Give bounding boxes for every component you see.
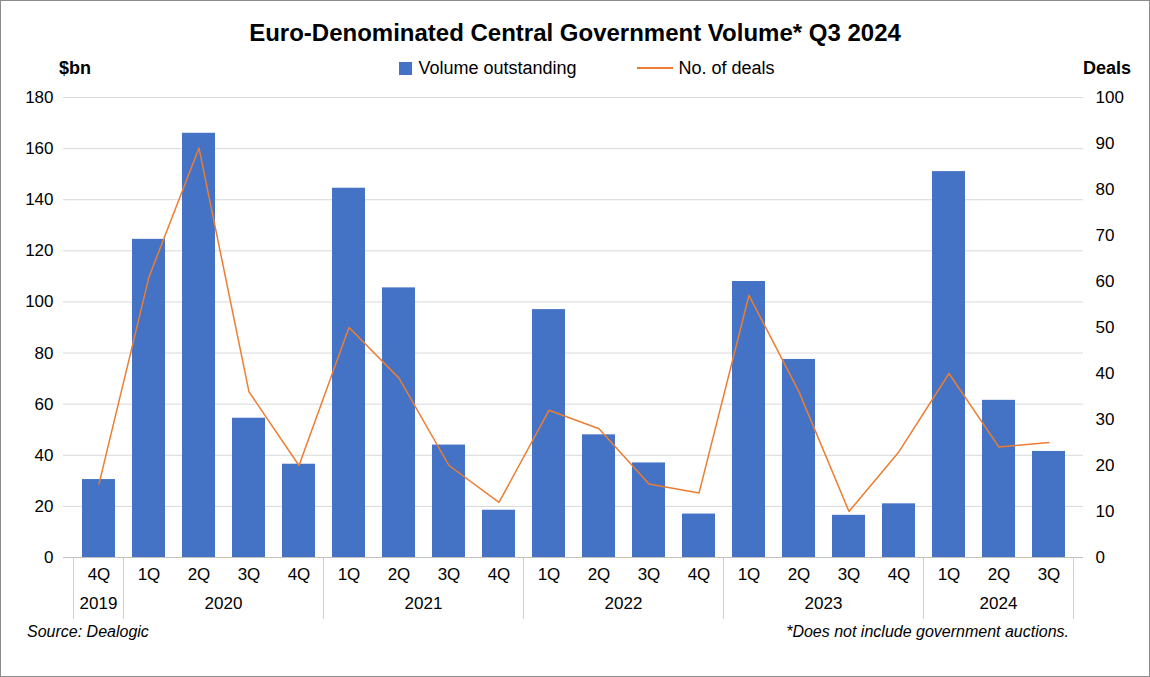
html-text:Source: Dealogic: Source: Dealogic <box>27 623 149 640</box>
svg-text:2Q: 2Q <box>788 565 811 584</box>
svg-text:140: 140 <box>25 190 53 209</box>
svg-text:2Q: 2Q <box>588 565 611 584</box>
svg-text:2024: 2024 <box>980 594 1018 613</box>
svg-text:120: 120 <box>25 241 53 260</box>
svg-text:40: 40 <box>35 446 54 465</box>
svg-text:1Q: 1Q <box>738 565 761 584</box>
svg-text:1Q: 1Q <box>938 565 961 584</box>
html-text:Volume outstanding: Volume outstanding <box>418 57 577 78</box>
svg-text:4Q: 4Q <box>88 565 111 584</box>
svg-text:1Q: 1Q <box>338 565 361 584</box>
svg-text:4Q: 4Q <box>688 565 711 584</box>
html-text:$bn: $bn <box>59 57 91 78</box>
svg-text:60: 60 <box>1096 272 1115 291</box>
html-text:No. of deals: No. of deals <box>678 57 775 78</box>
svg-text:2Q: 2Q <box>988 565 1011 584</box>
html-text:Euro-Denominated Central Gover: Euro-Denominated Central Government Volu… <box>249 19 901 46</box>
svg-text:2020: 2020 <box>205 594 243 613</box>
html-text:*Does not include government a: *Does not include government auctions. <box>786 623 1069 640</box>
svg-text:100: 100 <box>25 292 53 311</box>
svg-text:20: 20 <box>1096 456 1115 475</box>
svg-text:90: 90 <box>1096 134 1115 153</box>
svg-text:10: 10 <box>1096 502 1115 521</box>
svg-text:3Q: 3Q <box>238 565 261 584</box>
svg-text:2021: 2021 <box>405 594 443 613</box>
svg-text:3Q: 3Q <box>438 565 461 584</box>
svg-text:2022: 2022 <box>605 594 643 613</box>
svg-text:1Q: 1Q <box>138 565 161 584</box>
svg-text:100: 100 <box>1096 88 1124 107</box>
svg-text:2Q: 2Q <box>388 565 411 584</box>
svg-text:20: 20 <box>35 497 54 516</box>
svg-text:160: 160 <box>25 139 53 158</box>
svg-text:180: 180 <box>25 88 53 107</box>
svg-text:2Q: 2Q <box>188 565 211 584</box>
svg-text:60: 60 <box>35 395 54 414</box>
svg-text:4Q: 4Q <box>488 565 511 584</box>
svg-text:3Q: 3Q <box>838 565 861 584</box>
html-text:Deals: Deals <box>1083 57 1131 78</box>
svg-text:4Q: 4Q <box>888 565 911 584</box>
svg-text:2023: 2023 <box>805 594 843 613</box>
svg-text:0: 0 <box>1096 548 1105 567</box>
svg-text:50: 50 <box>1096 318 1115 337</box>
svg-text:30: 30 <box>1096 410 1115 429</box>
svg-text:80: 80 <box>1096 180 1115 199</box>
svg-text:2019: 2019 <box>80 594 118 613</box>
svg-text:3Q: 3Q <box>1038 565 1061 584</box>
svg-text:4Q: 4Q <box>288 565 311 584</box>
svg-text:40: 40 <box>1096 364 1115 383</box>
svg-text:80: 80 <box>35 343 54 362</box>
svg-text:3Q: 3Q <box>638 565 661 584</box>
svg-text:0: 0 <box>44 548 53 567</box>
svg-text:70: 70 <box>1096 226 1115 245</box>
svg-text:1Q: 1Q <box>538 565 561 584</box>
